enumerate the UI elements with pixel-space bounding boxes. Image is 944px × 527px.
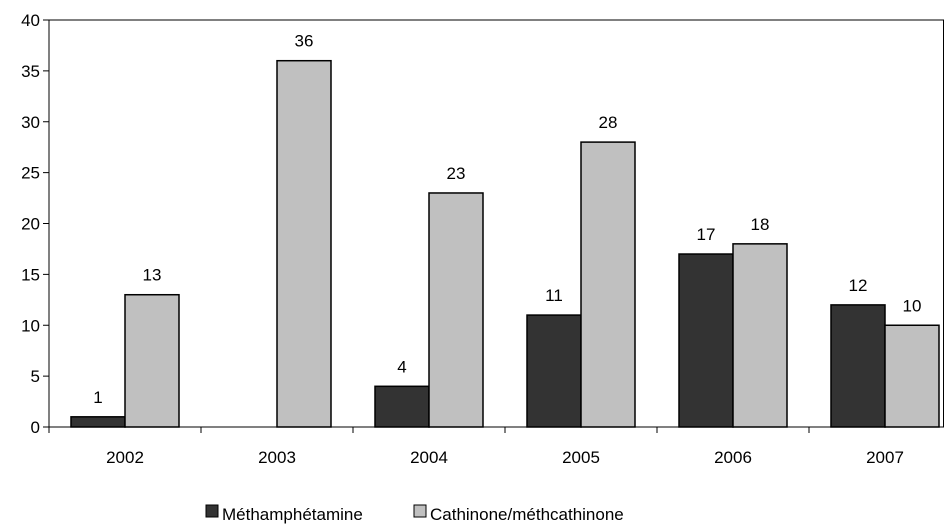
y-tick-label: 0 [31, 418, 40, 437]
x-tick-label: 2002 [106, 448, 144, 467]
data-label: 10 [903, 296, 922, 315]
bars [70, 59, 940, 428]
data-label: 36 [295, 32, 314, 51]
legend-label-methamphetamine: Méthamphétamine [222, 505, 363, 524]
data-label: 1 [93, 388, 102, 407]
data-labels: 1 4 11 17 12 13 36 23 28 18 10 [93, 32, 921, 407]
bar [678, 253, 734, 428]
x-tick-label: 2004 [410, 448, 448, 467]
y-tick-label: 15 [21, 265, 40, 284]
y-tick-label: 10 [21, 316, 40, 335]
y-tick-label: 35 [21, 62, 40, 81]
y-tick-label: 25 [21, 164, 40, 183]
legend-label-cathinone: Cathinone/méthcathinone [430, 505, 624, 524]
plot-area-border [49, 19, 944, 427]
x-tick-label: 2005 [562, 448, 600, 467]
data-label: 13 [143, 266, 162, 285]
data-label: 11 [545, 286, 563, 305]
y-tick-label: 5 [31, 367, 40, 386]
legend: Méthamphétamine Cathinone/méthcathinone [205, 504, 624, 524]
legend-swatch-methamphetamine [205, 504, 219, 518]
y-tick-label: 30 [21, 113, 40, 132]
x-tick-label: 2007 [866, 448, 904, 467]
bar [526, 314, 582, 428]
bar [732, 243, 788, 428]
bar [830, 304, 886, 428]
x-tick-label: 2006 [714, 448, 752, 467]
bar [428, 192, 484, 428]
legend-swatch-cathinone [413, 504, 427, 518]
data-label: 4 [397, 357, 406, 376]
bar [580, 141, 636, 428]
bar [70, 416, 126, 428]
data-label: 23 [447, 164, 466, 183]
bar [124, 293, 180, 428]
data-label: 18 [751, 215, 770, 234]
data-label: 12 [849, 276, 868, 295]
y-axis: 0 5 10 15 20 25 30 35 40 [21, 11, 50, 437]
data-label: 17 [697, 225, 716, 244]
y-tick-label: 40 [21, 11, 40, 30]
y-tick-label: 20 [21, 215, 40, 234]
data-label: 28 [599, 113, 618, 132]
bar [276, 59, 332, 428]
x-tick-label: 2003 [258, 448, 296, 467]
bar [884, 324, 940, 428]
x-axis: 2002 2003 2004 2005 2006 2007 [48, 426, 944, 467]
bar [374, 385, 430, 428]
